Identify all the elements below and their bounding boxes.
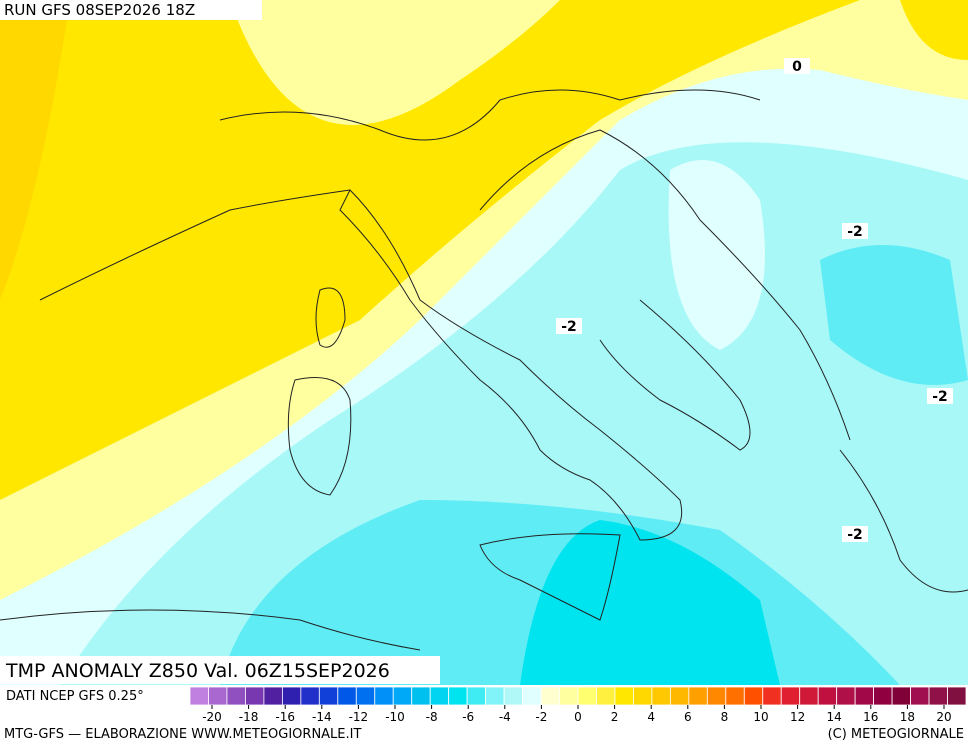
colorbar-swatch xyxy=(466,686,487,706)
colorbar-swatch xyxy=(947,686,967,706)
header-box xyxy=(0,0,262,20)
colorbar-tick-label: 16 xyxy=(863,710,878,724)
copyright-label: (C) METEOGIORNALE xyxy=(828,727,964,742)
contour-label-bg xyxy=(927,388,953,404)
colorbar-swatch xyxy=(725,686,745,706)
colorbar-swatch xyxy=(281,686,302,706)
colorbar-swatch xyxy=(614,686,634,706)
colorbar-swatch xyxy=(226,686,246,706)
contour-label: -2 xyxy=(847,224,863,240)
contour-label: -2 xyxy=(561,319,577,335)
colorbar-swatch xyxy=(263,686,283,706)
colorbar-swatch xyxy=(429,686,450,706)
colorbar-swatch xyxy=(651,686,671,706)
colorbar-tick-label: -20 xyxy=(202,710,222,724)
contour-label: 0 xyxy=(792,59,802,75)
colorbar-swatch xyxy=(633,686,653,706)
colorbar-tick-label: 20 xyxy=(936,710,951,724)
warm-core xyxy=(0,0,70,300)
colorbar-swatch xyxy=(411,686,431,706)
colorbar-swatch xyxy=(596,686,616,706)
source-label: DATI NCEP GFS 0.25° xyxy=(6,689,144,704)
colorbar-swatch xyxy=(374,686,394,706)
colorbar-tick-label: -16 xyxy=(275,710,295,724)
colorbar-swatch xyxy=(928,686,948,706)
colorbar-swatch xyxy=(817,686,838,706)
contour-label-bg xyxy=(842,526,868,542)
colorbar-tick-label: 12 xyxy=(790,710,805,724)
colorbar-swatch xyxy=(318,686,339,706)
cyan-east xyxy=(820,245,968,385)
colorbar-tick-label: -10 xyxy=(385,710,405,724)
colorbar-swatch xyxy=(355,686,376,706)
colorbar-tick-label: 10 xyxy=(753,710,768,724)
colorbar-swatch xyxy=(208,686,228,706)
colorbar-swatch xyxy=(836,686,856,706)
colorbar-swatch xyxy=(559,686,579,706)
colorbar-tick-label: -12 xyxy=(349,710,369,724)
colorbar-swatch xyxy=(189,686,209,706)
colorbar-tick-label: 2 xyxy=(611,710,619,724)
colorbar-swatch xyxy=(392,686,413,706)
colorbar-swatch xyxy=(669,686,690,706)
colorbar-swatch xyxy=(300,686,320,706)
map-title: TMP ANOMALY Z850 Val. 06Z15SEP2026 xyxy=(5,660,390,682)
contour-label: -2 xyxy=(847,527,863,543)
colorbar-tick-label: 4 xyxy=(647,710,655,724)
colorbar-tick-label: -8 xyxy=(426,710,438,724)
colorbar-tick-label: -14 xyxy=(312,710,332,724)
colorbar-tick-label: 0 xyxy=(574,710,582,724)
colorbar-tick-label: 6 xyxy=(684,710,692,724)
colorbar-tick-label: -18 xyxy=(239,710,259,724)
colorbar-swatch xyxy=(762,686,782,706)
credit-label: MTG-GFS — ELABORAZIONE WWW.METEOGIORNALE… xyxy=(4,727,361,742)
title-box xyxy=(0,656,440,684)
pale-north xyxy=(230,0,560,125)
contour-label-bg xyxy=(842,223,868,239)
colorbar-swatch xyxy=(448,686,468,706)
colorbar-tick-label: 8 xyxy=(721,710,729,724)
colorbar-swatch xyxy=(577,686,597,706)
colorbar-swatch xyxy=(780,686,801,706)
colorbar-swatch xyxy=(245,686,265,706)
cyan-deep xyxy=(520,520,780,685)
colorbar-tick-label: 18 xyxy=(900,710,915,724)
colorbar-swatch xyxy=(503,686,523,706)
colorbar-tick-label: -2 xyxy=(535,710,547,724)
colorbar-swatch xyxy=(910,686,930,706)
colorbar-swatch xyxy=(688,686,708,706)
contour-label-bg xyxy=(556,318,582,334)
colorbar-swatch xyxy=(873,686,893,706)
colorbar-swatch xyxy=(854,686,875,706)
colorbar-swatch xyxy=(706,686,727,706)
colorbar-swatch xyxy=(799,686,819,706)
colorbar-swatch xyxy=(337,686,357,706)
run-label: RUN GFS 08SEP2026 18Z xyxy=(4,1,195,19)
contour-label: -2 xyxy=(932,389,948,405)
colorbar-tick-label: -6 xyxy=(462,710,474,724)
colorbar-swatch xyxy=(540,686,560,706)
colorbar-tick-label: 14 xyxy=(827,710,842,724)
colorbar-swatch xyxy=(891,686,911,706)
contour-label-bg xyxy=(784,58,810,74)
colorbar-swatch xyxy=(522,686,542,706)
light-pocket xyxy=(668,160,765,350)
warm-ne xyxy=(900,0,968,60)
colorbar-swatch xyxy=(743,686,764,706)
colorbar-swatch xyxy=(485,686,505,706)
colorbar-tick-label: -4 xyxy=(499,710,511,724)
coastlines xyxy=(0,89,968,651)
